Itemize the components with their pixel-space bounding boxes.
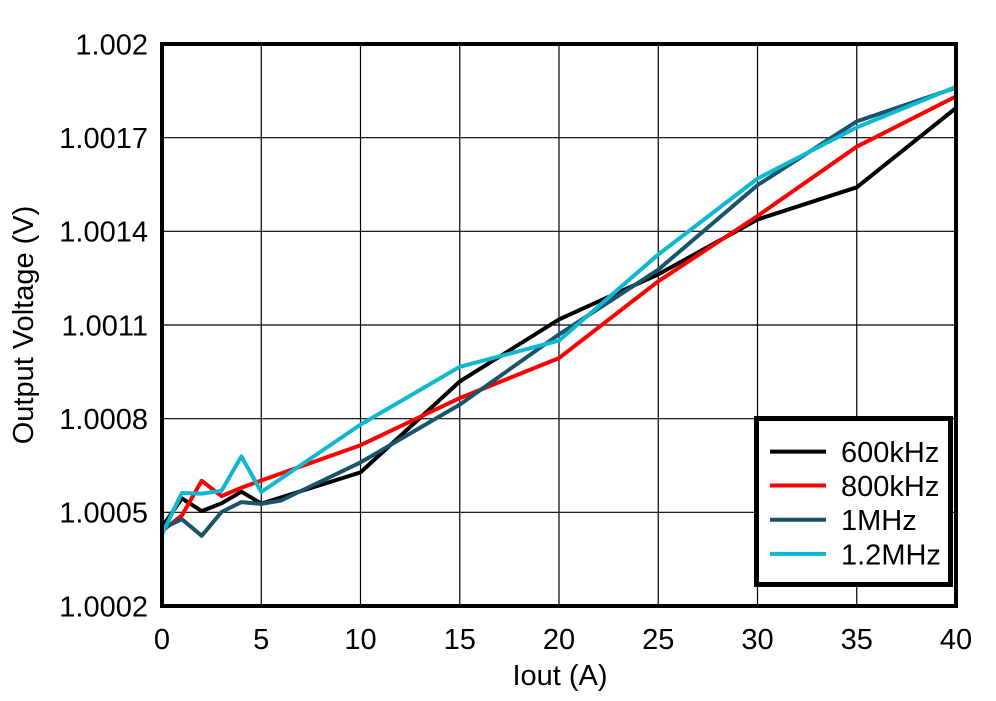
svg-text:1.002: 1.002: [75, 29, 148, 61]
svg-text:35: 35: [841, 624, 873, 656]
svg-text:0: 0: [154, 624, 170, 656]
svg-text:25: 25: [642, 624, 674, 656]
svg-text:1MHz: 1MHz: [841, 505, 917, 537]
svg-text:1.0005: 1.0005: [59, 498, 148, 530]
svg-text:20: 20: [543, 624, 575, 656]
svg-text:600kHz: 600kHz: [841, 437, 939, 469]
svg-text:1.0002: 1.0002: [59, 591, 148, 623]
svg-text:1.0011: 1.0011: [61, 310, 148, 342]
svg-text:800kHz: 800kHz: [841, 471, 939, 503]
svg-text:40: 40: [940, 624, 972, 656]
svg-text:1.0014: 1.0014: [59, 217, 148, 249]
svg-text:5: 5: [253, 624, 269, 656]
svg-text:15: 15: [444, 624, 476, 656]
svg-text:Iout (A): Iout (A): [512, 660, 607, 692]
svg-text:30: 30: [741, 624, 773, 656]
svg-text:1.2MHz: 1.2MHz: [841, 539, 941, 571]
svg-text:1.0017: 1.0017: [59, 123, 148, 155]
svg-text:Output Voltage (V): Output Voltage (V): [8, 206, 40, 445]
svg-text:10: 10: [344, 624, 376, 656]
svg-text:1.0008: 1.0008: [59, 404, 148, 436]
